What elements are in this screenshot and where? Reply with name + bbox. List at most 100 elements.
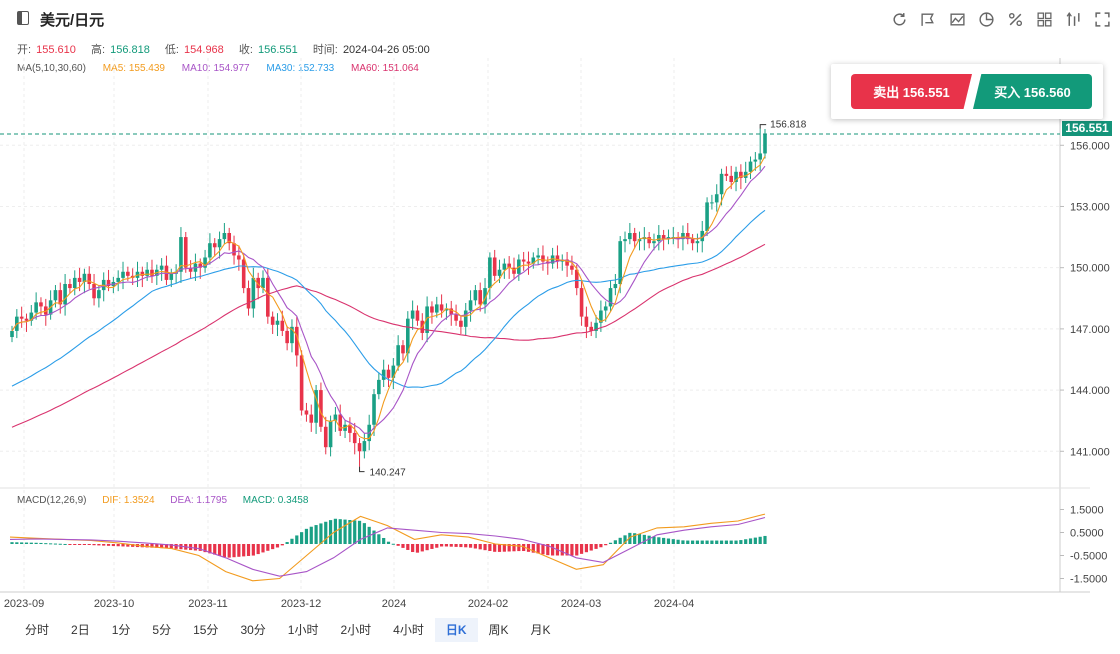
pie-icon[interactable] <box>976 9 996 29</box>
candle-body <box>599 310 603 323</box>
macd-y-tick-label: -1.5000 <box>1070 574 1107 586</box>
y-tick-label: 150.000 <box>1070 263 1110 275</box>
macd-histogram-bar <box>690 540 695 544</box>
macd-histogram-bar <box>106 544 111 546</box>
y-tick-label: 147.000 <box>1070 324 1110 336</box>
period-tab[interactable]: 1分 <box>111 623 131 637</box>
macd-legend: MACD(12,26,9) DIF: 1.3524 DEA: 1.1795 MA… <box>17 495 321 506</box>
candle-body <box>19 316 24 319</box>
macd-histogram-bar <box>584 544 589 553</box>
chart-type-icon[interactable] <box>947 9 967 29</box>
ma10-value: MA10: 154.977 <box>181 63 250 74</box>
macd-histogram-bar <box>242 544 246 557</box>
candle-body <box>309 414 314 423</box>
open-value: 155.610 <box>36 44 76 56</box>
candle-body <box>719 173 724 195</box>
refresh-icon[interactable] <box>889 9 909 29</box>
period-tab[interactable]: 月K <box>530 623 551 637</box>
candle-body <box>328 420 333 448</box>
candle-body <box>734 171 738 182</box>
sidebar-toggle-icon[interactable] <box>17 11 29 25</box>
candle-body <box>497 269 502 276</box>
macd-histogram-bar <box>386 541 391 544</box>
candle-body <box>145 269 149 276</box>
macd-histogram-bar <box>39 542 43 544</box>
period-tab[interactable]: 30分 <box>240 623 266 637</box>
macd-histogram-bar <box>715 540 719 544</box>
macd-histogram-bar <box>266 544 270 551</box>
macd-histogram-bar <box>473 544 477 549</box>
macd-histogram-bar <box>666 538 671 544</box>
period-tab[interactable]: 5分 <box>152 623 172 637</box>
macd-histogram-bar <box>425 544 429 551</box>
macd-histogram-bar <box>662 537 666 544</box>
indicator-icon[interactable] <box>1063 9 1083 29</box>
period-tab[interactable]: 15分 <box>193 623 219 637</box>
candle-body <box>705 202 709 231</box>
candle-body <box>695 241 700 244</box>
sell-button[interactable]: 卖出 156.551 <box>851 74 972 109</box>
macd-histogram-bar <box>681 540 685 544</box>
candle-body <box>748 161 753 172</box>
candle-body <box>24 318 29 321</box>
x-tick-label: 2023-12 <box>281 598 321 610</box>
period-tab[interactable]: 周K <box>488 623 509 637</box>
candle-body <box>53 290 58 301</box>
candle-body <box>459 320 463 327</box>
ma30-line <box>11 209 766 388</box>
macd-histogram-bar <box>493 544 497 552</box>
ma30-value: MA30: 152.733 <box>266 63 335 74</box>
candle-body <box>58 290 63 305</box>
macd-histogram-bar <box>382 537 386 544</box>
buy-button[interactable]: 买入 156.560 <box>973 74 1092 109</box>
candle-body <box>188 267 193 272</box>
dea-line <box>9 516 766 577</box>
high-marker-arrow <box>759 124 767 129</box>
period-tab[interactable]: 4小时 <box>393 623 424 637</box>
macd-histogram-bar <box>637 534 642 544</box>
macd-histogram-bar <box>589 544 593 551</box>
macd-histogram-bar <box>579 544 584 554</box>
macd-histogram-bar <box>208 544 212 554</box>
candle-body <box>439 304 444 311</box>
macd-histogram-bar <box>34 542 38 544</box>
period-tab[interactable]: 日K <box>434 618 478 642</box>
macd-histogram-bar <box>227 544 231 558</box>
candle-body <box>763 134 767 154</box>
candle-body <box>608 288 613 307</box>
candle-body <box>232 243 236 256</box>
period-tab[interactable]: 2日 <box>71 623 90 637</box>
candle-body <box>159 265 164 270</box>
fullscreen-icon[interactable] <box>1092 9 1112 29</box>
candle-body <box>39 302 43 307</box>
macd-histogram-bar <box>58 543 62 545</box>
candle-body <box>116 277 120 282</box>
percent-icon[interactable] <box>1005 9 1025 29</box>
macd-histogram-bar <box>468 544 473 548</box>
period-tab[interactable]: 2小时 <box>340 623 372 637</box>
candle-body <box>632 233 637 242</box>
candle-body <box>304 410 309 415</box>
dea-value: DEA: 1.1795 <box>170 495 228 506</box>
candle-body <box>743 171 748 178</box>
candle-body <box>661 235 666 240</box>
candle-body <box>724 173 729 176</box>
macd-histogram-bar <box>24 542 29 544</box>
macd-histogram-bar <box>295 535 299 544</box>
draw-icon[interactable] <box>918 9 938 29</box>
macd-histogram-bar <box>657 537 661 544</box>
period-tab[interactable]: 1小时 <box>287 623 319 637</box>
candle-body <box>294 326 299 356</box>
symbol-title: 美元/日元 <box>40 12 105 29</box>
grid-icon[interactable] <box>1034 9 1054 29</box>
candle-body <box>10 330 14 338</box>
period-tab[interactable]: 分时 <box>25 623 50 637</box>
macd-y-tick-label: -0.5000 <box>1070 551 1107 563</box>
candle-body <box>681 233 685 240</box>
candle-body <box>565 259 569 266</box>
chart-header: 美元/日元 <box>0 0 1120 38</box>
macd-histogram-bar <box>304 528 309 544</box>
candle-body <box>352 432 357 444</box>
macd-histogram-bar <box>623 535 627 544</box>
